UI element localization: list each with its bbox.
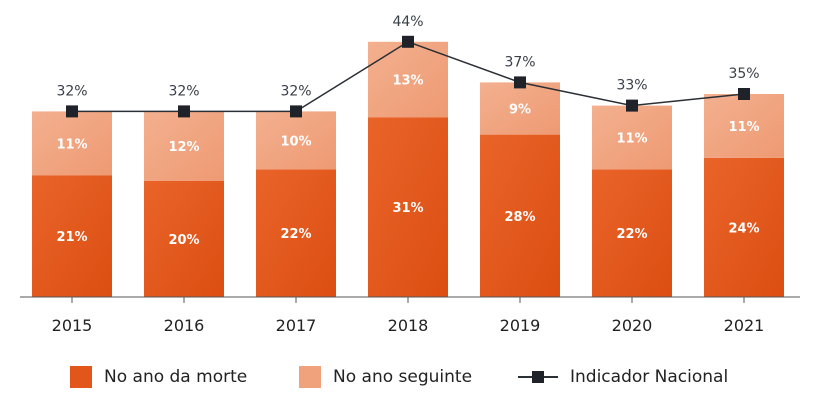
data-label-no-ano-da-morte: 31% [392,201,423,216]
data-label-no-ano-seguinte: 12% [168,140,199,155]
data-label-no-ano-da-morte: 21% [56,230,87,245]
indicador-nacional-label: 32% [56,83,87,99]
indicador-nacional-label: 37% [504,54,535,70]
indicador-nacional-marker [402,35,414,48]
x-tick-label-2016: 2016 [164,316,205,335]
bar-no-ano-da-morte-2017 [256,169,336,297]
legend-swatch-dark [70,366,92,388]
data-label-no-ano-da-morte: 24% [728,221,759,236]
x-tick-label-2019: 2019 [500,316,541,335]
data-label-no-ano-da-morte: 22% [616,227,647,242]
bar-no-ano-da-morte-2019 [480,134,560,297]
x-tick-label-2015: 2015 [52,316,93,335]
x-tick-label-2021: 2021 [724,316,765,335]
legend-item-indicador-nacional: Indicador Nacional [518,360,728,394]
data-label-no-ano-seguinte: 11% [616,132,647,147]
indicador-nacional-marker [290,105,302,118]
indicador-nacional-label: 32% [168,83,199,99]
stacked-bar-line-chart: 21% 11% 20% 12% 22% 10% 31% 13% 28% 9% 22% 11% 24% 11… [20,14,800,335]
indicador-nacional-label: 33% [616,78,647,94]
bar-no-ano-da-morte-2021 [704,157,784,297]
bar-no-ano-seguinte-2020 [592,105,672,170]
indicador-nacional-marker [626,99,638,112]
data-label-no-ano-seguinte: 11% [56,137,87,152]
legend-label: No ano da morte [104,367,248,387]
indicador-nacional-marker [514,76,526,89]
indicador-nacional-label: 44% [392,14,423,30]
bar-no-ano-da-morte-2015 [32,175,112,297]
data-label-no-ano-seguinte: 9% [509,103,531,118]
data-label-no-ano-seguinte: 11% [728,120,759,135]
bar-no-ano-da-morte-2020 [592,169,672,297]
x-tick-label-2017: 2017 [276,316,317,335]
x-tick-label-2018: 2018 [388,316,429,335]
bar-no-ano-seguinte-2018 [368,41,448,118]
data-label-no-ano-da-morte: 22% [280,227,311,242]
legend-item-no-ano-da-morte: No ano da morte [70,360,247,394]
indicador-nacional-label: 35% [728,66,759,82]
data-label-no-ano-da-morte: 20% [168,233,199,248]
data-label-no-ano-da-morte: 28% [504,210,535,225]
legend-line-marker-icon [518,366,558,388]
bar-no-ano-da-morte-2018 [368,117,448,297]
bar-no-ano-seguinte-2015 [32,111,112,176]
indicador-nacional-marker [66,105,78,118]
bar-no-ano-da-morte-2016 [144,181,224,297]
legend-swatch-light [299,366,321,388]
indicador-nacional-label: 32% [280,83,311,99]
bar-no-ano-seguinte-2021 [704,94,784,158]
indicador-nacional-marker [178,105,190,118]
bar-no-ano-seguinte-2016 [144,111,224,181]
legend-item-no-ano-seguinte: No ano seguinte [299,360,472,394]
bar-no-ano-seguinte-2017 [256,111,336,170]
data-label-no-ano-seguinte: 10% [280,134,311,149]
legend-label: No ano seguinte [333,367,473,387]
data-label-no-ano-seguinte: 13% [392,74,423,89]
bar-no-ano-seguinte-2019 [480,82,560,135]
x-tick-label-2020: 2020 [612,316,653,335]
legend-label: Indicador Nacional [570,367,729,387]
indicador-nacional-marker [738,88,750,100]
legend: No ano da morte No ano seguinte Indicado… [0,360,821,394]
